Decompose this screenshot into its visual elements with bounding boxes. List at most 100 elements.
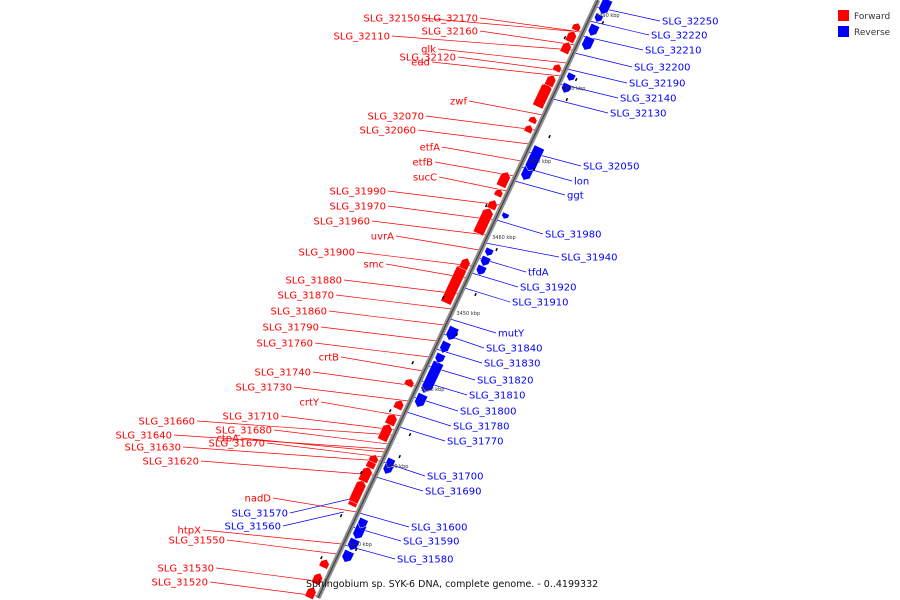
reverse-gene-label: SLG_31910: [512, 298, 568, 309]
forward-gene-label: crtY: [299, 398, 320, 409]
forward-gene-label: SLG_31620: [143, 457, 199, 468]
reverse-leader-line: [464, 287, 511, 303]
reverse-gene-label: SLG_31780: [453, 422, 509, 433]
forward-leader-line: [320, 401, 402, 417]
reverse-gene-arrow: [341, 548, 355, 563]
reverse-gene-label: tfdA: [528, 268, 549, 279]
reverse-gene-label: SLG_31770: [447, 437, 503, 448]
reverse-gene-label: SLG_32190: [629, 79, 685, 90]
reverse-gene-arrow: [421, 359, 445, 392]
reverse-gene-label: SLG_31920: [520, 283, 576, 294]
forward-gene-arrow: [318, 559, 330, 570]
forward-gene-label: SLG_31970: [330, 202, 386, 213]
reverse-gene-arrow: [501, 211, 510, 220]
forward-leader-line: [314, 342, 430, 358]
reverse-leader-line: [449, 318, 497, 334]
reverse-gene-label: lon: [574, 177, 589, 188]
legend: Forward Reverse: [838, 10, 891, 38]
reverse-leader-line: [567, 68, 628, 84]
kbp-tick-label: 3480 kbp: [562, 86, 586, 92]
reverse-gene-label: mutY: [498, 329, 525, 340]
reverse-gene-label: SLG_31700: [427, 472, 483, 483]
forward-gene-label: SLG_31680: [216, 426, 272, 437]
forward-gene-label: SLG_31860: [271, 307, 327, 318]
reverse-gene-label: SLG_31590: [403, 537, 459, 548]
forward-leader-line: [240, 437, 385, 453]
forward-leader-line: [479, 30, 576, 46]
reverse-gene-label: ggt: [567, 191, 584, 202]
reverse-gene-label: SLG_31810: [469, 391, 525, 402]
forward-gene-label: SLG_31730: [236, 383, 292, 394]
forward-gene-label: SLG_31880: [286, 276, 342, 287]
reverse-gene-arrow: [594, 12, 604, 23]
marker-tick: [532, 167, 536, 172]
reverse-gene-arrow: [598, 0, 614, 15]
forward-gene-label: crtB: [319, 353, 340, 364]
forward-leader-line: [457, 56, 564, 72]
forward-gene-label: etfB: [413, 158, 434, 169]
forward-leader-line: [387, 190, 501, 206]
forward-gene-label: htpX: [178, 526, 202, 537]
forward-gene-arrow: [495, 171, 511, 189]
forward-gene-label: SLG_31550: [169, 536, 225, 547]
marker-tick: [411, 361, 415, 365]
legend-forward-swatch: [838, 10, 849, 21]
forward-gene-label: sucC: [413, 173, 437, 184]
forward-leader-line: [215, 567, 325, 583]
reverse-gene-arrow: [561, 81, 573, 94]
marker-tick: [398, 454, 401, 459]
forward-gene-arrow: [304, 586, 317, 600]
reverse-gene-arrow: [445, 325, 460, 341]
forward-gene-arrow: [357, 466, 373, 484]
forward-leader-line: [320, 326, 437, 342]
forward-gene-arrow: [523, 124, 534, 135]
marker-tick: [339, 514, 343, 518]
forward-gene-arrow: [472, 208, 494, 237]
forward-gene-label: SLG_32070: [368, 112, 424, 123]
forward-leader-line: [479, 17, 582, 33]
forward-gene-label: SLG_31660: [139, 417, 195, 428]
marker-tick: [574, 77, 578, 82]
forward-leader-line: [280, 415, 396, 431]
forward-gene-label: SLG_32150: [364, 14, 420, 25]
forward-gene-label: SLG_31790: [263, 323, 319, 334]
reverse-leader-line: [282, 511, 344, 527]
forward-gene-label: zwf: [450, 97, 467, 108]
forward-gene-label: SLG_31900: [299, 248, 355, 259]
marker-tick: [601, 20, 605, 25]
forward-leader-line: [272, 497, 357, 513]
forward-leader-line: [196, 420, 393, 436]
forward-gene-arrow: [527, 116, 538, 125]
kbp-tick-label: 3490 kbp: [596, 13, 620, 19]
kbp-tick-label: 3430 kbp: [385, 464, 409, 470]
axis-line: [317, 0, 599, 599]
leader-lines: [173, 6, 661, 597]
forward-gene-arrow: [348, 480, 367, 505]
forward-gene-label: smc: [364, 260, 384, 271]
marker-tick: [354, 547, 358, 552]
forward-leader-line: [182, 446, 381, 462]
reverse-leader-line: [399, 426, 446, 442]
forward-gene-arrow: [392, 399, 405, 412]
reverse-gene-label: SLG_32200: [634, 63, 690, 74]
forward-leader-line: [421, 17, 582, 33]
forward-leader-line: [202, 529, 342, 545]
forward-gene-label: SLG_31960: [314, 217, 370, 228]
forward-gene-label: SLG_31630: [125, 443, 181, 454]
forward-gene-arrow: [367, 454, 379, 465]
reverse-gene-label: SLG_32220: [651, 31, 707, 42]
forward-leader-line: [441, 146, 522, 162]
gene-arrows: [304, 0, 614, 600]
forward-gene-label: SLG_32160: [422, 27, 478, 38]
forward-leader-line: [335, 294, 452, 310]
forward-leader-line: [417, 129, 530, 145]
forward-gene-label: SLG_31760: [257, 339, 313, 350]
marker-tick: [455, 332, 459, 337]
reverse-gene-arrow: [475, 263, 488, 276]
forward-gene-label: SLG_31530: [158, 564, 214, 575]
kbp-tick-label: 3470 kbp: [528, 159, 552, 165]
reverse-gene-label: SLG_31600: [411, 523, 467, 534]
forward-leader-line: [312, 371, 416, 387]
marker-tick: [359, 471, 363, 475]
reverse-gene-label: SLG_32250: [662, 17, 718, 28]
